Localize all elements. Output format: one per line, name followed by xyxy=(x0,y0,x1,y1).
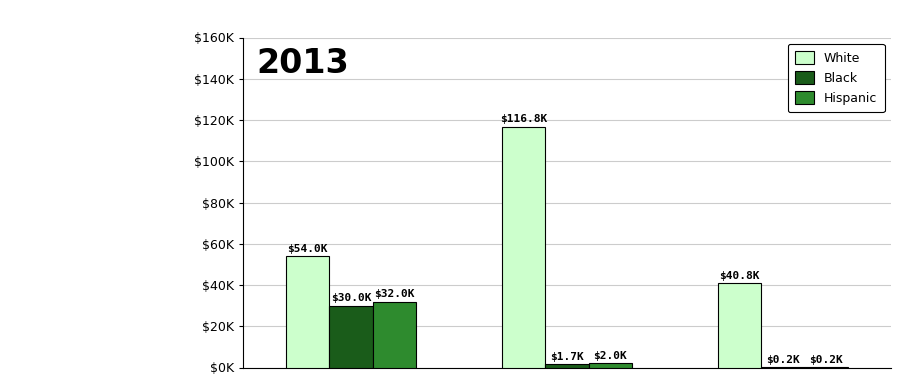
Bar xyxy=(502,127,545,368)
Legend: White, Black, Hispanic: White, Black, Hispanic xyxy=(788,44,885,112)
Text: $0.2K: $0.2K xyxy=(809,355,843,364)
Text: $32.0K: $32.0K xyxy=(374,289,414,299)
Bar xyxy=(589,363,632,368)
Text: $0.2K: $0.2K xyxy=(766,355,800,364)
Bar xyxy=(718,284,761,368)
Bar xyxy=(329,306,373,368)
Text: $40.8K: $40.8K xyxy=(720,271,760,281)
Bar xyxy=(286,256,329,368)
Text: $1.7K: $1.7K xyxy=(550,351,584,361)
Bar xyxy=(545,364,589,368)
Bar xyxy=(761,367,805,368)
Bar xyxy=(805,367,848,368)
Bar xyxy=(373,302,416,368)
Text: $30.0K: $30.0K xyxy=(331,293,371,303)
Text: 2013: 2013 xyxy=(256,47,348,80)
Text: $2.0K: $2.0K xyxy=(593,351,627,361)
Text: $116.8K: $116.8K xyxy=(500,114,547,124)
Text: $54.0K: $54.0K xyxy=(288,244,328,254)
